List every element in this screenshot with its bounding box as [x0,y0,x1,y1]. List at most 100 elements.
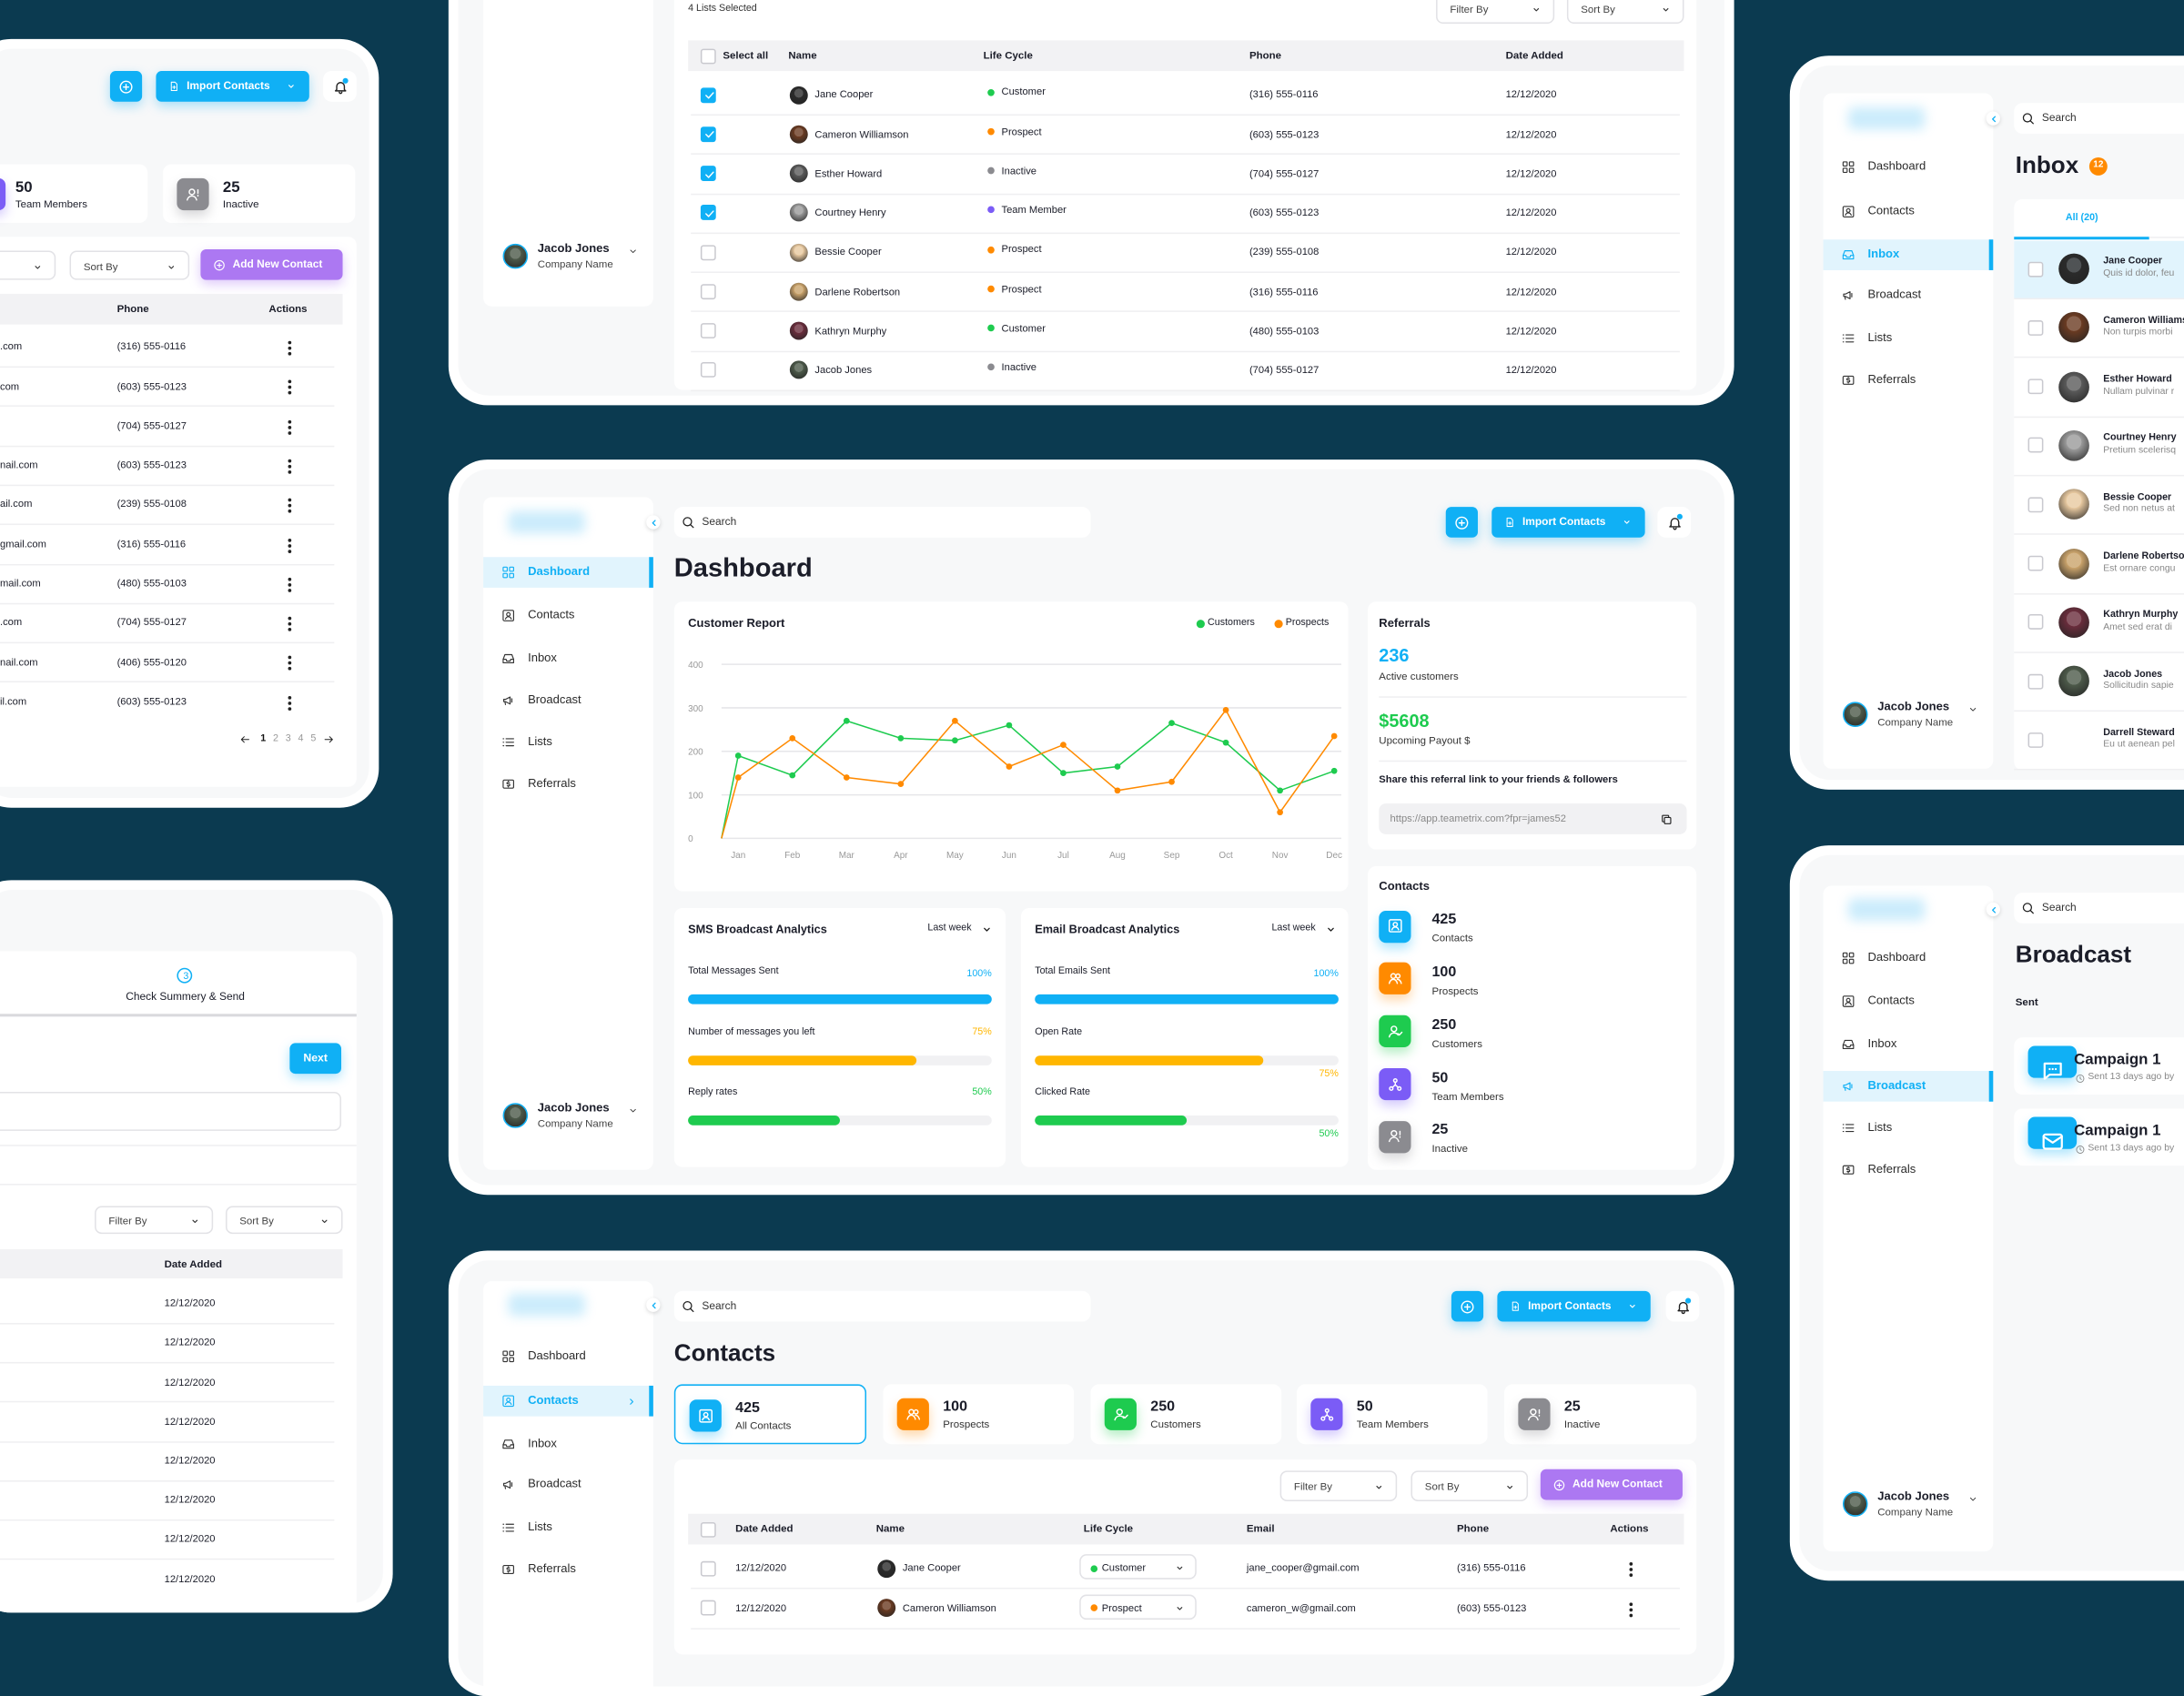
sort-dropdown[interactable]: Sort By [1410,1470,1529,1501]
sort-dropdown[interactable]: Sort By [1566,0,1684,25]
sidebar-item-inbox[interactable]: Inbox [1823,239,1994,270]
row-checkbox[interactable] [700,166,716,182]
chevron-down-icon[interactable] [1967,1494,1977,1504]
campaign-card[interactable]: Campaign 1 Sent 13 days ago by [2014,1108,2184,1166]
chevron-down-icon[interactable] [628,1105,638,1116]
sidebar-item-lists[interactable]: Lists [1824,323,1994,354]
lifecycle-dropdown[interactable]: Prospect [1079,1593,1197,1620]
stat-card-customers[interactable]: 250 Customers [1090,1384,1282,1445]
row-checkbox[interactable] [2027,673,2044,690]
more-actions-button[interactable] [287,653,292,671]
arrow-left-icon[interactable] [239,734,250,745]
sidebar-item-contacts[interactable]: Contacts [1824,197,1994,227]
stat-card-prospects[interactable]: 100 Prospects [883,1384,1075,1445]
row-checkbox[interactable] [700,244,716,260]
more-actions-button[interactable] [287,536,292,553]
search-input[interactable]: Search [673,507,1091,538]
add-button[interactable] [1445,507,1478,538]
chevron-down-icon[interactable] [628,246,638,256]
sidebar-item-inbox[interactable]: Inbox [1824,1029,1994,1060]
collapse-sidebar-button[interactable] [646,1297,661,1312]
more-actions-button[interactable] [287,496,292,513]
import-contacts-button[interactable]: Import Contacts [1491,507,1645,538]
notifications-button[interactable] [1657,507,1692,538]
sidebar-item-dashboard[interactable]: Dashboard [1824,152,1994,183]
filter-dropdown[interactable]: Filter By [1436,0,1555,25]
row-checkbox[interactable] [700,323,716,339]
more-actions-button[interactable] [287,614,292,631]
lifecycle-dropdown[interactable]: Customer [1079,1554,1197,1580]
sidebar-item-broadcast[interactable]: Broadcast [483,1469,653,1500]
period-dropdown[interactable]: Last week [927,919,997,938]
arrow-right-icon[interactable] [323,734,334,745]
search-input[interactable]: Search [2014,103,2184,134]
filter-dropdown[interactable]: Filter By [1279,1470,1398,1501]
sidebar-item-referrals[interactable]: Referrals [1824,365,1994,396]
message-input[interactable] [0,1091,341,1131]
sidebar-item-dashboard[interactable]: Dashboard [1824,943,1994,974]
more-actions-button[interactable] [287,575,292,592]
sidebar-item-lists[interactable]: Lists [483,1512,653,1543]
more-actions-button[interactable] [287,693,292,711]
sidebar-item-contacts[interactable]: Contacts [1824,986,1994,1017]
sidebar-item-lists[interactable]: Lists [1824,1113,1994,1144]
add-button[interactable] [1451,1290,1484,1322]
page-5[interactable]: 5 [310,734,317,745]
import-contacts-button[interactable]: Import Contacts [1497,1290,1651,1322]
collapse-sidebar-button[interactable] [1986,902,2000,917]
filter-dropdown[interactable]: Filter By [95,1206,214,1235]
row-checkbox[interactable] [2027,379,2044,395]
sidebar-item-broadcast[interactable]: Broadcast [483,685,653,716]
row-checkbox[interactable] [2027,614,2044,631]
more-actions-button[interactable] [287,457,292,474]
collapse-sidebar-button[interactable] [1986,111,2000,126]
sidebar-item-lists[interactable]: Lists [483,727,653,758]
add-new-contact-button[interactable]: Add New Contact [200,248,343,280]
row-checkbox[interactable] [700,1600,716,1616]
sidebar-item-broadcast[interactable]: Broadcast [1824,280,1994,311]
sidebar-item-inbox[interactable]: Inbox [483,643,653,674]
row-checkbox[interactable] [2027,732,2044,748]
sidebar-item-dashboard[interactable]: Dashboard [483,1341,653,1372]
collapse-sidebar-button[interactable] [646,515,661,530]
sidebar-item-contacts[interactable]: Contacts [483,601,653,631]
referral-link-field[interactable]: https://app.teametrix.com?fpr=james52 [1379,803,1687,834]
more-actions-button[interactable] [287,418,292,435]
filter-dropdown[interactable]: Filter By [0,250,56,280]
sort-dropdown[interactable]: Sort By [225,1206,343,1235]
next-button[interactable]: Next [289,1043,341,1075]
select-all-checkbox[interactable] [700,1521,716,1538]
sort-dropdown[interactable]: Sort By [69,250,190,280]
tab-all[interactable]: All (20) [2065,213,2098,224]
row-checkbox[interactable] [2027,438,2044,454]
more-actions-button[interactable] [1628,1600,1633,1617]
import-contacts-button[interactable]: Import Contacts [156,71,309,102]
sidebar-item-referrals[interactable]: Referrals [483,769,653,800]
more-actions-button[interactable] [287,338,292,356]
select-all-checkbox[interactable] [700,47,716,64]
stat-card-team-members[interactable]: 50 Team Members [1296,1384,1488,1445]
row-checkbox[interactable] [700,284,716,299]
campaign-card[interactable]: Campaign 1 Sent 13 days ago by [2014,1037,2184,1095]
row-checkbox[interactable] [2027,260,2044,277]
page-3[interactable]: 3 [285,734,291,745]
row-checkbox[interactable] [700,1560,716,1576]
row-checkbox[interactable] [2027,319,2044,336]
page-4[interactable]: 4 [298,734,304,745]
stat-card-all-contacts[interactable]: 425 All Contacts [673,1384,867,1445]
row-checkbox[interactable] [700,126,716,142]
add-button[interactable] [109,71,143,102]
period-dropdown[interactable]: Last week [1271,919,1341,938]
sidebar-item-referrals[interactable]: Referrals [1824,1155,1994,1186]
stat-card-inactive[interactable]: 25 Inactive [1504,1384,1697,1445]
search-input[interactable]: Search [2014,893,2184,924]
sidebar-item-inbox[interactable]: Inbox [483,1428,653,1459]
sidebar-item-broadcast[interactable]: Broadcast [1823,1071,1994,1102]
sidebar-item-dashboard[interactable]: Dashboard [483,557,653,588]
row-checkbox[interactable] [700,205,716,221]
notifications-button[interactable] [323,71,357,102]
search-input[interactable]: Search [673,1290,1091,1322]
sidebar-item-referrals[interactable]: Referrals [483,1554,653,1585]
sidebar-item-contacts[interactable]: Contacts [483,1385,653,1417]
notifications-button[interactable] [1665,1290,1700,1322]
